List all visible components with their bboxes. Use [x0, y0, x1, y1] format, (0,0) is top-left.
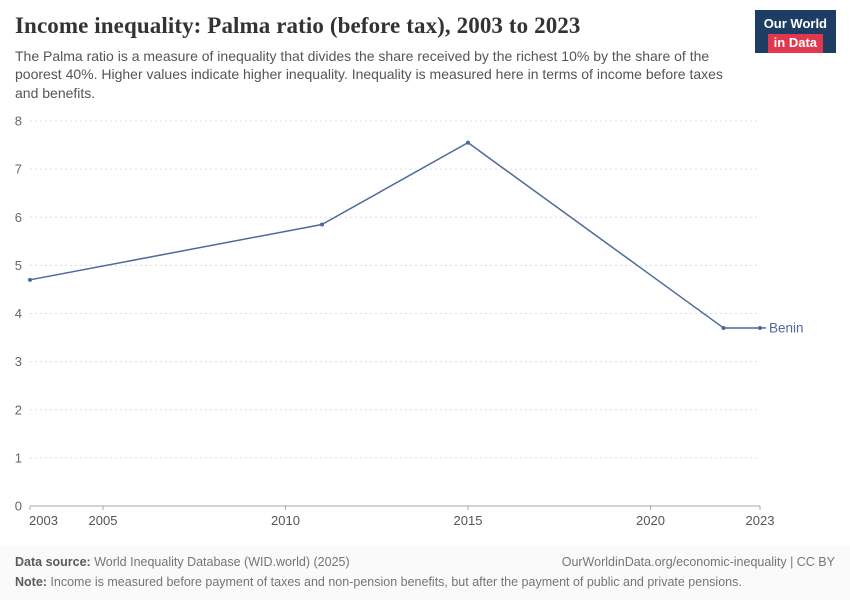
data-source-text: World Inequality Database (WID.world) (2… — [90, 555, 350, 569]
chart-footer: Data source: World Inequality Database (… — [0, 546, 850, 600]
attribution-link[interactable]: OurWorldinData.org/economic-inequality |… — [561, 555, 835, 569]
y-tick-label: 6 — [15, 210, 22, 225]
y-tick-label: 2 — [15, 403, 22, 418]
series-end-label[interactable]: Benin — [769, 321, 804, 336]
x-tick-label: 2005 — [89, 513, 118, 528]
data-source-label: Data source: — [15, 555, 91, 569]
page-title: Income inequality: Palma ratio (before t… — [15, 13, 581, 38]
x-tick-label: 2003 — [29, 513, 58, 528]
x-tick-label: 2015 — [454, 513, 483, 528]
chart-area: 0 1 2 3 4 5 6 7 8 2003 2005 2010 2015 2020 2023 Benin — [0, 106, 850, 536]
y-tick-label: 7 — [15, 162, 22, 177]
line-chart: 0 1 2 3 4 5 6 7 8 2003 2005 2010 2015 2020 2023 Benin — [15, 114, 804, 529]
y-tick-label: 8 — [15, 114, 22, 129]
owid-logo-line2: in Data — [767, 33, 824, 54]
footer-source-row: Data source: World Inequality Database (… — [15, 555, 835, 569]
data-point — [721, 326, 726, 331]
owid-logo[interactable]: Our World in Data — [754, 10, 836, 54]
y-tick-label: 4 — [15, 306, 22, 321]
data-source-line: Data source: World Inequality Database (… — [15, 555, 350, 569]
y-tick-label: 1 — [15, 451, 22, 466]
footer-note-line: Note: Income is measured before payment … — [15, 575, 835, 589]
y-tick-label: 3 — [15, 355, 22, 370]
owid-logo-line1: Our World — [763, 16, 827, 31]
x-tick-label: 2010 — [271, 513, 300, 528]
note-label: Note: — [15, 575, 47, 589]
x-tick-label: 2023 — [746, 513, 775, 528]
data-point — [28, 278, 32, 283]
note-text: Income is measured before payment of tax… — [46, 575, 742, 589]
x-tick-label: 2020 — [636, 513, 665, 528]
y-tick-label: 5 — [15, 258, 22, 273]
y-tick-label: 0 — [15, 499, 22, 514]
data-point — [466, 141, 470, 146]
data-point — [320, 222, 324, 227]
chart-subtitle: The Palma ratio is a measure of inequali… — [15, 48, 723, 101]
series-line-benin[interactable] — [29, 142, 760, 330]
chart-header: Income inequality: Palma ratio (before t… — [0, 0, 850, 102]
